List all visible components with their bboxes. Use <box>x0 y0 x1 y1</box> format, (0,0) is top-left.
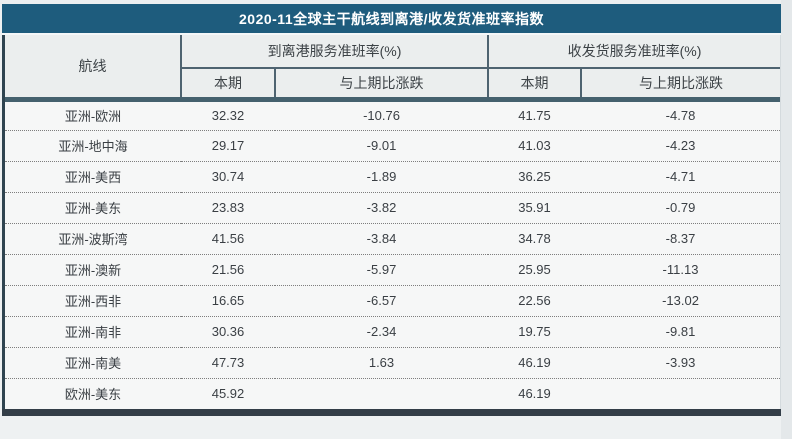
value-cell: -11.13 <box>581 254 780 286</box>
table-row: 亚洲-南非 30.36 -2.34 19.75 -9.81 <box>5 316 780 348</box>
route-cell: 亚洲-西非 <box>5 285 181 317</box>
value-cell: -6.57 <box>275 285 488 317</box>
column-group-arrival-departure-punctuality: 到离港服务准班率(%) <box>181 35 489 69</box>
value-cell: 36.25 <box>488 161 581 193</box>
value-cell: 41.03 <box>488 130 581 162</box>
value-cell: -13.02 <box>581 285 780 317</box>
table-body: 亚洲-欧洲 32.32 -10.76 41.75 -4.78 亚洲-地中海 29.17 -9.… <box>5 99 780 409</box>
route-cell: 亚洲-欧洲 <box>5 99 181 131</box>
value-cell: -1.89 <box>275 161 488 193</box>
table-row: 亚洲-澳新 21.56 -5.97 25.95 -11.13 <box>5 254 780 286</box>
value-cell: -3.82 <box>275 192 488 224</box>
value-cell: 23.83 <box>181 192 275 224</box>
value-cell: 16.65 <box>181 285 275 317</box>
value-cell: 25.95 <box>488 254 581 286</box>
table-row: 亚洲-美东 23.83 -3.82 35.91 -0.79 <box>5 192 780 224</box>
value-cell: -4.78 <box>581 99 780 131</box>
table-row: 亚洲-南美 47.73 1.63 46.19 -3.93 <box>5 347 780 379</box>
value-cell: -10.76 <box>275 99 488 131</box>
table-frame: 航线 到离港服务准班率(%) 收发货服务准班率(%) 本期 与上期比涨跌 本期 … <box>2 35 781 409</box>
route-cell: 亚洲-南美 <box>5 347 181 379</box>
value-cell: 22.56 <box>488 285 581 317</box>
column-header-cargo-current: 本期 <box>488 68 582 102</box>
value-cell: 46.19 <box>488 347 581 379</box>
value-cell: 29.17 <box>181 130 275 162</box>
value-cell: -3.84 <box>275 223 488 255</box>
value-cell: 45.92 <box>181 378 275 409</box>
route-cell: 亚洲-波斯湾 <box>5 223 181 255</box>
right-margin-strip <box>781 0 792 439</box>
value-cell: -5.97 <box>275 254 488 286</box>
table-row: 亚洲-欧洲 32.32 -10.76 41.75 -4.78 <box>5 99 780 131</box>
value-cell <box>275 378 488 409</box>
value-cell: 41.75 <box>488 99 581 131</box>
route-cell: 亚洲-美西 <box>5 161 181 193</box>
bottom-accent-bar <box>2 409 781 416</box>
route-cell: 欧洲-美东 <box>5 378 181 409</box>
value-cell: 35.91 <box>488 192 581 224</box>
table-row: 亚洲-美西 30.74 -1.89 36.25 -4.71 <box>5 161 780 193</box>
value-cell: 30.74 <box>181 161 275 193</box>
table-row: 亚洲-波斯湾 41.56 -3.84 34.78 -8.37 <box>5 223 780 255</box>
value-cell: -3.93 <box>581 347 780 379</box>
value-cell: 46.19 <box>488 378 581 409</box>
value-cell: 19.75 <box>488 316 581 348</box>
route-cell: 亚洲-南非 <box>5 316 181 348</box>
column-header-dep-current: 本期 <box>181 68 276 102</box>
value-cell: 47.73 <box>181 347 275 379</box>
route-cell: 亚洲-地中海 <box>5 130 181 162</box>
value-cell: -2.34 <box>275 316 488 348</box>
sub-header-row: 本期 与上期比涨跌 本期 与上期比涨跌 <box>5 68 780 102</box>
table-row: 亚洲-西非 16.65 -6.57 22.56 -13.02 <box>5 285 780 317</box>
top-margin-strip <box>0 0 792 4</box>
value-cell: 32.32 <box>181 99 275 131</box>
value-cell: -9.01 <box>275 130 488 162</box>
table-row: 欧洲-美东 45.92 46.19 <box>5 378 780 409</box>
value-cell: 41.56 <box>181 223 275 255</box>
route-cell: 亚洲-美东 <box>5 192 181 224</box>
value-cell: -0.79 <box>581 192 780 224</box>
value-cell: 1.63 <box>275 347 488 379</box>
route-cell: 亚洲-澳新 <box>5 254 181 286</box>
punctuality-index-table: 2020-11全球主干航线到离港/收发货准班率指数 航线 到离港服务准班率(%)… <box>2 4 781 416</box>
column-header-route: 航线 <box>5 35 182 102</box>
column-group-cargo-punctuality: 收发货服务准班率(%) <box>488 35 780 69</box>
value-cell: 21.56 <box>181 254 275 286</box>
value-cell: -4.23 <box>581 130 780 162</box>
value-cell <box>581 378 780 409</box>
table-row: 亚洲-地中海 29.17 -9.01 41.03 -4.23 <box>5 130 780 162</box>
data-table: 航线 到离港服务准班率(%) 收发货服务准班率(%) 本期 与上期比涨跌 本期 … <box>5 35 780 409</box>
column-header-cargo-change: 与上期比涨跌 <box>581 68 780 102</box>
group-header-row: 航线 到离港服务准班率(%) 收发货服务准班率(%) <box>5 35 780 102</box>
value-cell: -8.37 <box>581 223 780 255</box>
table-title-bar: 2020-11全球主干航线到离港/收发货准班率指数 <box>2 4 781 35</box>
value-cell: -4.71 <box>581 161 780 193</box>
table-header: 航线 到离港服务准班率(%) 收发货服务准班率(%) 本期 与上期比涨跌 本期 … <box>5 35 780 102</box>
value-cell: 30.36 <box>181 316 275 348</box>
value-cell: -9.81 <box>581 316 780 348</box>
value-cell: 34.78 <box>488 223 581 255</box>
column-header-dep-change: 与上期比涨跌 <box>275 68 489 102</box>
